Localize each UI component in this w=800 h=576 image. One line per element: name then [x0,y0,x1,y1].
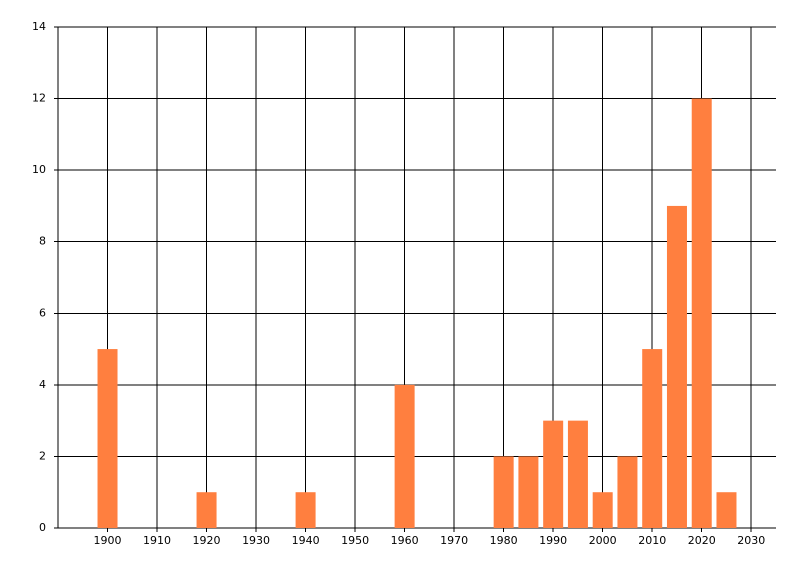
x-tick-label: 2020 [688,534,716,547]
bar [666,205,687,528]
x-tick-label: 1910 [143,534,171,547]
bar [543,420,564,528]
bar [518,456,539,528]
bar [295,492,316,528]
y-tick-label: 2 [39,449,46,462]
y-tick-label: 8 [39,235,46,248]
x-tick-label: 2010 [638,534,666,547]
bar [716,492,737,528]
bar [567,420,588,528]
bar [196,492,217,528]
x-tick-label: 1970 [440,534,468,547]
x-tick-label: 1900 [94,534,122,547]
y-tick-label: 4 [39,378,46,391]
bar [97,349,118,528]
y-tick-label: 12 [32,92,46,105]
bar [394,384,415,528]
x-tick-label: 2000 [589,534,617,547]
x-tick-label: 1950 [341,534,369,547]
y-tick-label: 0 [39,521,46,534]
bar [691,98,712,529]
x-tick-label: 2030 [737,534,765,547]
bar [617,456,638,528]
y-tick-label: 6 [39,306,46,319]
bar [592,492,613,528]
y-tick-label: 14 [32,20,46,33]
x-tick-label: 1930 [242,534,270,547]
x-tick-label: 1920 [193,534,221,547]
x-tick-label: 1940 [292,534,320,547]
x-tick-label: 1960 [391,534,419,547]
y-tick-label: 10 [32,163,46,176]
x-tick-label: 1980 [490,534,518,547]
x-tick-label: 1990 [539,534,567,547]
bar [642,349,663,528]
bar [493,456,514,528]
